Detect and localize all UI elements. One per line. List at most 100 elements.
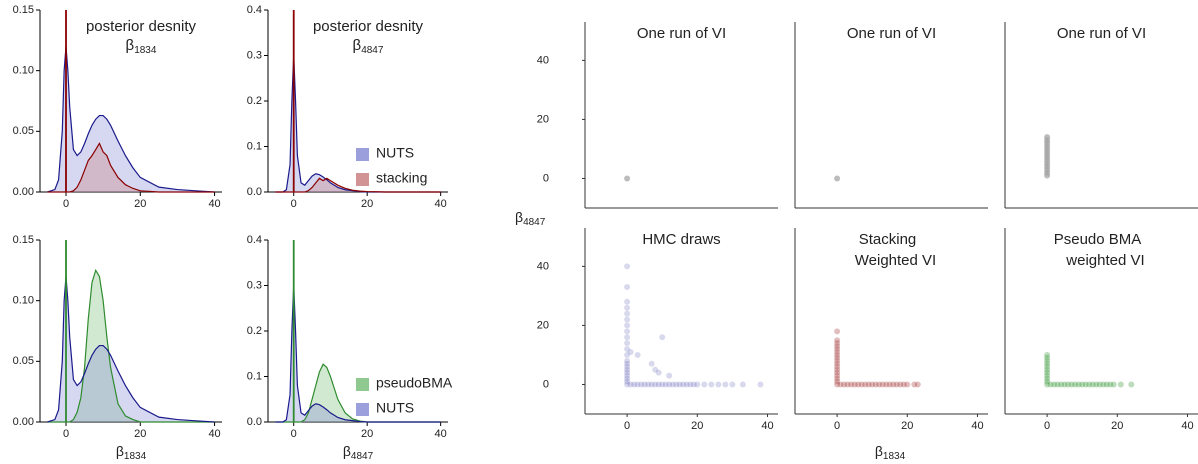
point (851, 381, 858, 388)
point (1065, 381, 1072, 388)
y-tick-label: 0 (543, 172, 549, 184)
y-tick-label: 20 (537, 319, 549, 331)
y-tick-label: 0.2 (247, 325, 262, 337)
y-tick-label: 0.15 (13, 4, 34, 16)
x-tick-label: 40 (1181, 420, 1193, 432)
point (694, 381, 701, 388)
point (631, 381, 638, 388)
legend-label: pseudoBMA (376, 375, 453, 391)
y-axis-label-base: β (515, 209, 523, 225)
point (701, 381, 708, 388)
point (648, 360, 655, 367)
x-tick-label: 20 (134, 428, 146, 440)
point (648, 381, 655, 388)
density-line (275, 285, 441, 423)
legend-swatch (356, 173, 369, 186)
y-tick-label: 0.0 (247, 416, 262, 428)
point (1051, 381, 1058, 388)
point (1054, 381, 1061, 388)
y-tick-label: 0.00 (13, 416, 34, 428)
density-line (47, 268, 215, 423)
point (890, 381, 897, 388)
point (641, 381, 648, 388)
point (1100, 381, 1107, 388)
x-axis-label-sub: 1834 (124, 451, 147, 462)
point (757, 381, 764, 388)
point (652, 381, 659, 388)
x-axis-label: β1834 (116, 443, 147, 462)
panel-title: weighted VI (1065, 252, 1144, 269)
point (837, 381, 844, 388)
panel-subtitle-base: β (126, 37, 135, 54)
point (624, 334, 631, 341)
point (1044, 354, 1051, 361)
point (624, 346, 631, 353)
x-axis-label-base: β (116, 443, 124, 459)
point (624, 284, 631, 291)
y-tick-label: 40 (537, 54, 549, 66)
point (1058, 381, 1065, 388)
density-fill (275, 285, 441, 422)
x-tick-label: 0 (63, 198, 69, 210)
density-fill (47, 46, 215, 193)
point (634, 381, 641, 388)
x-tick-label: 0 (1044, 420, 1050, 432)
point (708, 381, 715, 388)
point (893, 381, 900, 388)
point (876, 381, 883, 388)
point (1044, 369, 1051, 376)
point (624, 304, 631, 311)
legend-swatch (356, 378, 369, 391)
point (897, 381, 904, 388)
point (739, 381, 746, 388)
x-axis-label-base: β (875, 443, 883, 459)
point (872, 381, 879, 388)
x-tick-label: 20 (901, 420, 913, 432)
point (844, 381, 851, 388)
point (1089, 381, 1096, 388)
x-tick-label: 20 (361, 428, 373, 440)
point (638, 381, 645, 388)
point (1047, 381, 1054, 388)
point (879, 381, 886, 388)
density-fill (47, 276, 215, 422)
point (1096, 381, 1103, 388)
point (858, 381, 865, 388)
point (624, 360, 631, 367)
point (624, 175, 631, 182)
point (722, 381, 729, 388)
point (865, 381, 872, 388)
point (624, 372, 631, 379)
panel-title: One run of VI (1057, 25, 1146, 42)
y-tick-label: 0 (543, 378, 549, 390)
y-tick-label: 0.4 (247, 4, 262, 16)
point (652, 366, 659, 373)
point (624, 340, 631, 347)
point (834, 366, 841, 373)
point (624, 351, 631, 358)
y-tick-label: 0.05 (13, 125, 34, 137)
legend-swatch (356, 148, 369, 161)
density-fill (47, 143, 215, 192)
point (624, 381, 631, 388)
point (883, 381, 890, 388)
point (914, 381, 921, 388)
point (655, 381, 662, 388)
x-tick-label: 20 (134, 198, 146, 210)
y-tick-label: 0.10 (13, 295, 34, 307)
y-tick-label: 0.05 (13, 355, 34, 367)
point (715, 381, 722, 388)
point (624, 375, 631, 382)
x-axis-label: β4847 (343, 443, 374, 462)
point (1044, 357, 1051, 364)
density-fill (47, 270, 215, 422)
point (1044, 372, 1051, 379)
panel-subtitle-sub: 4847 (361, 45, 384, 56)
point (886, 381, 893, 388)
point (624, 316, 631, 323)
point (1068, 381, 1075, 388)
y-tick-label: 0.0 (247, 186, 262, 198)
point (1044, 375, 1051, 382)
point (659, 381, 666, 388)
point (662, 381, 669, 388)
